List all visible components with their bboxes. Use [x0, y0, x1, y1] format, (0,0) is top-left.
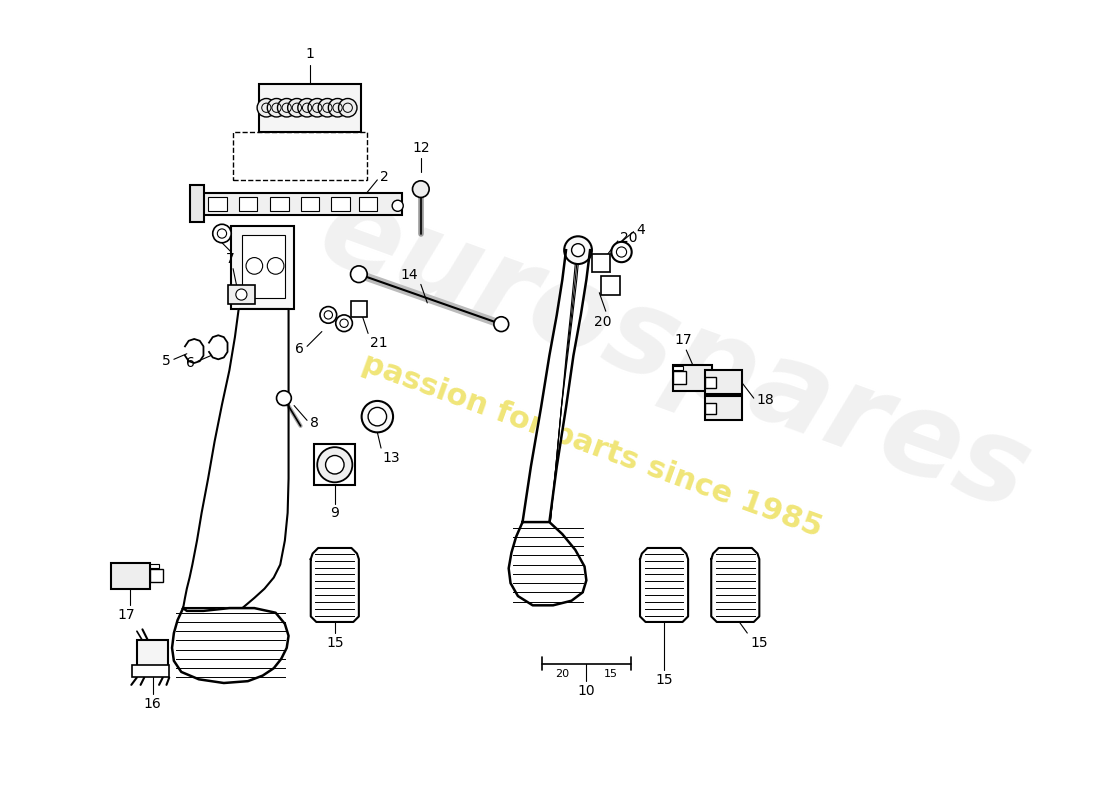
Circle shape [336, 315, 352, 331]
Circle shape [326, 455, 344, 474]
Bar [231, 226, 294, 310]
Polygon shape [508, 522, 586, 606]
Bar [195, 193, 403, 215]
Circle shape [212, 224, 231, 242]
Text: 18: 18 [757, 393, 774, 407]
Circle shape [267, 98, 286, 117]
Text: 1: 1 [306, 47, 315, 62]
Bar [150, 564, 160, 568]
Polygon shape [712, 548, 759, 622]
Circle shape [339, 98, 358, 117]
Circle shape [328, 98, 346, 117]
Bar [150, 570, 163, 582]
Text: 13: 13 [383, 451, 400, 465]
Bar [228, 286, 255, 304]
Bar [673, 365, 712, 390]
Circle shape [317, 447, 352, 482]
Text: 20: 20 [594, 315, 612, 329]
Circle shape [494, 317, 508, 331]
Text: 17: 17 [674, 334, 692, 347]
Circle shape [267, 258, 284, 274]
Polygon shape [522, 250, 590, 522]
Text: eurospares: eurospares [305, 172, 1045, 535]
Circle shape [320, 306, 337, 323]
Bar [208, 197, 227, 211]
Circle shape [572, 244, 584, 257]
Polygon shape [172, 608, 288, 683]
Circle shape [287, 98, 306, 117]
Bar [132, 666, 169, 678]
Bar [359, 197, 377, 211]
Circle shape [368, 407, 386, 426]
Text: 17: 17 [118, 608, 135, 622]
Bar [136, 641, 168, 666]
Circle shape [392, 200, 404, 211]
Text: 9: 9 [330, 506, 339, 520]
Text: 7: 7 [226, 252, 234, 266]
Bar [111, 562, 150, 589]
Text: 6: 6 [296, 342, 305, 356]
Bar [233, 132, 367, 180]
Circle shape [277, 98, 296, 117]
Bar [189, 186, 205, 222]
Text: 8: 8 [310, 416, 319, 430]
Text: 2: 2 [381, 170, 389, 184]
Bar [602, 276, 619, 294]
Text: 6: 6 [186, 356, 195, 370]
Bar [705, 402, 716, 414]
Circle shape [351, 266, 367, 282]
Circle shape [257, 98, 276, 117]
Circle shape [298, 98, 317, 117]
Text: 16: 16 [144, 697, 162, 711]
Circle shape [412, 181, 429, 198]
Text: 15: 15 [750, 636, 768, 650]
Bar [673, 371, 686, 384]
Circle shape [564, 236, 592, 264]
Circle shape [235, 289, 246, 300]
Text: 15: 15 [604, 669, 617, 679]
Circle shape [612, 242, 631, 262]
Text: 20: 20 [556, 669, 570, 679]
Text: 4: 4 [636, 223, 645, 237]
Text: passion for parts since 1985: passion for parts since 1985 [358, 350, 826, 543]
Bar [300, 197, 319, 211]
Circle shape [318, 98, 337, 117]
Text: 10: 10 [578, 684, 595, 698]
Text: 15: 15 [326, 636, 343, 650]
Bar [705, 377, 716, 388]
Bar [315, 444, 355, 485]
Text: 20: 20 [619, 231, 637, 245]
Text: 5: 5 [163, 354, 172, 368]
Bar [673, 366, 683, 370]
Polygon shape [183, 310, 288, 608]
Text: 15: 15 [656, 673, 673, 687]
Circle shape [246, 258, 263, 274]
Circle shape [362, 401, 393, 432]
Bar [239, 197, 257, 211]
Text: 3: 3 [241, 255, 250, 269]
Bar [258, 84, 361, 132]
Polygon shape [311, 548, 359, 622]
Text: 21: 21 [370, 336, 387, 350]
Circle shape [276, 390, 292, 406]
Circle shape [308, 98, 327, 117]
Text: 14: 14 [400, 268, 418, 282]
Bar [705, 370, 741, 394]
Bar [331, 197, 350, 211]
Polygon shape [640, 548, 689, 622]
Bar [271, 197, 288, 211]
Bar [705, 396, 741, 420]
Bar [242, 235, 285, 298]
Text: 12: 12 [412, 141, 430, 155]
Bar [352, 301, 367, 317]
Bar [592, 254, 611, 272]
